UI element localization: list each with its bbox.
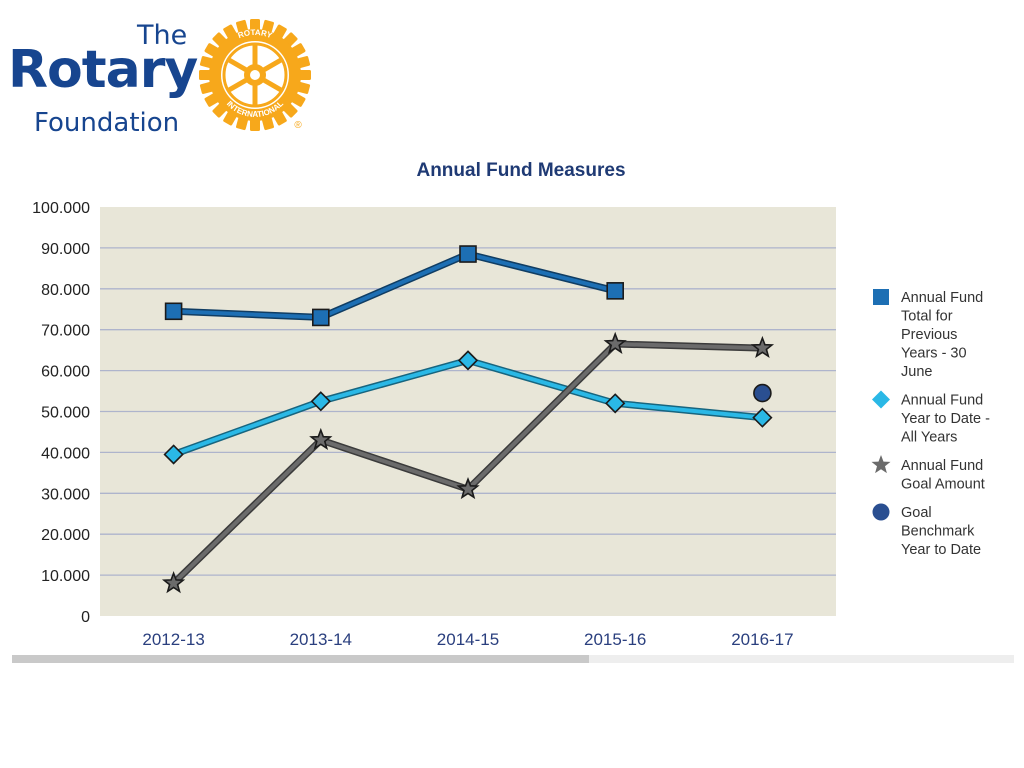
svg-text:ROTARY: ROTARY <box>237 28 274 40</box>
data-point-star <box>309 427 333 451</box>
legend-label: Years - 30 <box>901 346 967 362</box>
legend-item: Annual Fund Year to Date - All Years <box>872 390 990 446</box>
wheel-ring-top-text: ROTARY <box>237 28 274 40</box>
x-tick-label: 2016-17 <box>731 630 793 649</box>
data-point-star <box>750 335 775 359</box>
x-axis: 2012-13 2013-14 2014-15 2015-16 2016-17 <box>142 630 793 649</box>
chart-legend: Annual Fund Total for Previous Years - 30 Ju… <box>871 289 990 558</box>
legend-marker-star <box>871 455 891 474</box>
y-tick-label: 60.000 <box>41 364 90 381</box>
data-point-diamond <box>310 391 331 412</box>
data-point-star <box>603 331 627 354</box>
legend-label: Goal <box>901 505 932 521</box>
data-point-diamond <box>457 350 479 371</box>
y-tick-label: 0 <box>81 609 90 626</box>
series-markers <box>161 245 775 594</box>
y-axis: 0 10.000 20.000 30.000 40.000 50.000 60.000 70.… <box>32 200 90 626</box>
legend-label: Year to Date <box>901 542 981 558</box>
data-point-star <box>456 476 480 500</box>
data-point-diamond <box>752 407 773 428</box>
data-point-diamond <box>163 444 184 465</box>
legend-label: Benchmark <box>901 524 975 540</box>
legend-label: All Years <box>901 430 957 446</box>
registered-mark: ® <box>294 120 302 131</box>
x-tick-label: 2014-15 <box>437 630 499 649</box>
legend-label: June <box>901 364 932 380</box>
legend-item: Annual Fund Goal Amount <box>871 455 985 493</box>
legend-label: Year to Date - <box>901 411 990 427</box>
rotary-wheel-icon: ROTARY INTERNATIONAL ® <box>199 19 311 131</box>
data-point-diamond <box>605 393 626 414</box>
legend-item: Annual Fund Total for Previous Years - 30 Ju… <box>873 289 983 380</box>
y-tick-label: 80.000 <box>41 282 90 299</box>
logo-rotary-text: Rotary <box>8 40 198 100</box>
legend-label: Previous <box>901 327 957 343</box>
x-tick-label: 2012-13 <box>142 630 204 649</box>
legend-label: Annual Fund <box>901 393 983 409</box>
legend-label: Goal Amount <box>901 477 985 493</box>
data-point-circle <box>753 383 772 403</box>
data-point-star <box>161 571 186 594</box>
series-line-1 <box>173 252 616 320</box>
y-tick-label: 10.000 <box>41 568 90 585</box>
legend-label: Total for <box>901 309 953 325</box>
y-tick-label: 100.000 <box>32 200 90 217</box>
logo-foundation-text: Foundation <box>34 108 180 138</box>
data-point-square <box>459 245 477 263</box>
legend-marker-circle <box>872 503 890 521</box>
data-point-square <box>164 302 183 321</box>
y-tick-label: 40.000 <box>41 445 90 462</box>
data-point-square <box>311 308 330 327</box>
legend-marker-square <box>873 289 889 305</box>
legend-marker-diamond <box>872 390 890 409</box>
y-tick-label: 50.000 <box>41 405 90 422</box>
y-tick-label: 30.000 <box>41 486 90 503</box>
legend-item: Goal Benchmark Year to Date <box>872 503 981 558</box>
data-point-square <box>606 282 625 300</box>
y-tick-label: 20.000 <box>41 527 90 544</box>
logo-the-text: The <box>137 20 188 51</box>
legend-label: Annual Fund <box>901 290 983 306</box>
scrollbar-thumb[interactable] <box>12 655 589 663</box>
y-tick-label: 90.000 <box>41 241 90 258</box>
horizontal-scrollbar[interactable] <box>12 655 1014 663</box>
x-tick-label: 2013-14 <box>290 630 352 649</box>
legend-label: Annual Fund <box>901 458 983 474</box>
rotary-foundation-logo: The Rotary Foundation ROTARY INTERNATION… <box>0 0 330 145</box>
annual-fund-chart: Annual Fund Measures 0 10.000 20.000 30.000… <box>32 160 990 649</box>
x-tick-label: 2015-16 <box>584 630 646 649</box>
chart-title: Annual Fund Measures <box>416 160 625 181</box>
y-tick-label: 70.000 <box>41 323 90 340</box>
